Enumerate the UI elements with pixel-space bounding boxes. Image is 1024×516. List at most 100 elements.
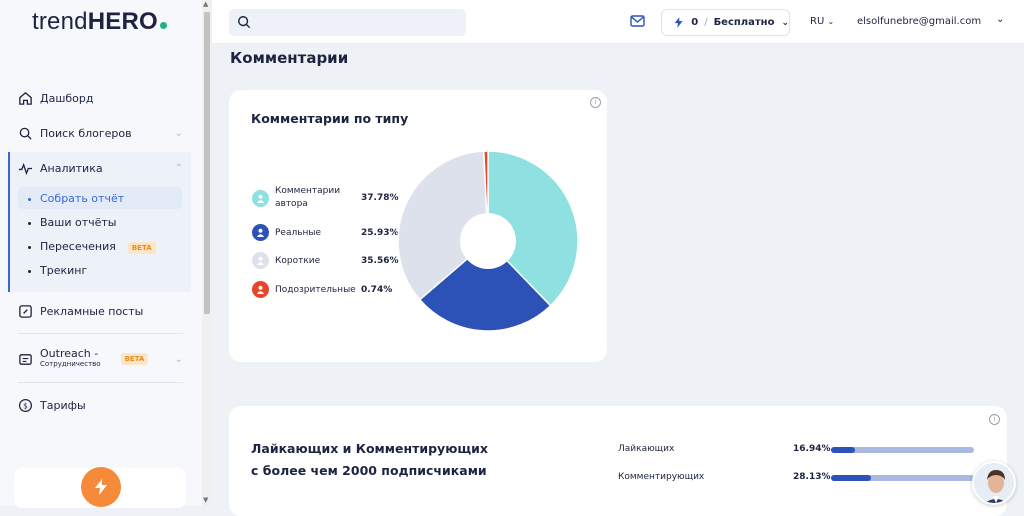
search-input[interactable] — [229, 9, 466, 36]
user-icon — [252, 281, 269, 298]
plan-name: Бесплатно — [713, 17, 775, 28]
subitem-label: Пересечения — [40, 240, 116, 253]
bullet — [28, 245, 31, 249]
legend-item-author: Комментарии автора 37.78% — [252, 185, 399, 211]
legend-item-suspicious: Подозрительные 0.74% — [252, 281, 392, 298]
progress-bar — [831, 447, 974, 453]
scroll-up-arrow[interactable]: ▲ — [203, 0, 209, 8]
slice-author[interactable] — [487, 150, 579, 307]
legend-item-real: Реальные 25.93% — [252, 224, 399, 241]
svg-text:$: $ — [23, 401, 28, 410]
home-icon — [19, 92, 32, 105]
sidebar-item-blogger-search[interactable]: Поиск блогеров ⌄ — [18, 126, 183, 141]
sidebar-subitem-build-report[interactable]: Собрать отчёт — [18, 187, 182, 209]
lightning-icon — [674, 17, 683, 28]
beta-badge: BETA — [120, 353, 149, 365]
legend-value: 0.74% — [361, 284, 393, 295]
likers-row: Лайкающих 16.94% — [618, 444, 974, 454]
sidebar-item-label: Outreach - — [40, 347, 99, 360]
sidebar-item-analytics[interactable]: Аналитика ⌃ — [18, 161, 183, 176]
document-icon — [19, 353, 32, 365]
sidebar-item-dashboard[interactable]: Дашборд — [18, 91, 183, 106]
legend-item-short: Короткие 35.56% — [252, 252, 399, 269]
sidebar-divider — [18, 333, 183, 334]
sidebar-item-sublabel: Сотрудничество — [40, 360, 101, 368]
user-icon — [252, 189, 269, 207]
legend-label: Короткие — [275, 255, 321, 266]
slice-real[interactable] — [418, 239, 552, 332]
subitem-label: Собрать отчёт — [40, 192, 125, 205]
plan-separator: / — [704, 17, 708, 28]
subitem-label: Ваши отчёты — [40, 216, 117, 229]
sidebar-subitem-your-reports[interactable]: Ваши отчёты — [28, 216, 117, 229]
donut-hole — [460, 213, 516, 269]
progress-fill — [831, 447, 856, 453]
logo-dot — [159, 22, 167, 29]
title-line: с более чем 2000 подписчиками — [251, 463, 487, 478]
subitem-label: Трекинг — [40, 264, 88, 277]
plan-count: 0 — [691, 17, 699, 28]
chevron-down-icon: ⌄ — [174, 128, 183, 139]
row-value: 16.94% — [793, 444, 831, 454]
legend-value: 25.93% — [361, 227, 399, 238]
legend-value: 35.56% — [361, 255, 399, 266]
chevron-down-icon: ⌄ — [827, 17, 835, 26]
slice-short[interactable] — [397, 150, 489, 301]
sidebar-item-label: Тарифы — [40, 399, 86, 412]
upgrade-button[interactable] — [81, 467, 121, 507]
sidebar-item-label: Поиск блогеров — [40, 127, 132, 140]
scrollbar-thumb[interactable] — [204, 12, 210, 314]
bullet — [28, 221, 31, 225]
commenters-row: Комментирующих 28.13% — [618, 472, 974, 482]
sidebar-item-outreach[interactable]: Outreach - Сотрудничество BETA ⌄ — [18, 348, 183, 370]
chevron-down-icon: ⌄ — [174, 353, 183, 365]
bullet — [28, 197, 31, 201]
sidebar-subitem-intersections[interactable]: Пересечения BETA — [28, 240, 156, 254]
user-icon — [252, 224, 269, 241]
page-title: Комментарии — [230, 49, 349, 67]
account-email[interactable]: elsolfunebre@gmail.com — [857, 16, 982, 27]
language-selector[interactable]: RU ⌄ — [810, 16, 834, 27]
plan-selector[interactable]: 0 / Бесплатно ⌄ — [661, 9, 790, 36]
edit-square-icon — [19, 305, 32, 318]
pulse-icon — [18, 162, 33, 176]
search-icon — [19, 127, 32, 140]
sidebar-subitem-tracking[interactable]: Трекинг — [28, 264, 87, 277]
analytics-section — [8, 152, 191, 292]
sidebar-item-label: Рекламные посты — [40, 305, 144, 318]
mail-icon[interactable] — [630, 15, 645, 27]
search-icon — [238, 16, 251, 29]
user-icon — [252, 252, 269, 269]
info-icon[interactable]: i — [989, 414, 1000, 425]
trendhero-logo[interactable]: trendHERO — [32, 8, 167, 36]
support-avatar[interactable] — [972, 461, 1016, 505]
sidebar-item-label: Аналитика — [40, 162, 103, 175]
legend-label: Реальные — [275, 227, 322, 238]
lightning-icon — [95, 479, 107, 495]
followers-card — [229, 406, 1007, 516]
chevron-down-icon[interactable]: ⌄ — [996, 14, 1005, 25]
chevron-up-icon: ⌃ — [174, 163, 183, 174]
legend-label: Подозрительные — [275, 284, 356, 295]
info-icon[interactable]: i — [590, 97, 601, 108]
row-label: Лайкающих — [618, 444, 675, 454]
dollar-icon: $ — [18, 398, 33, 413]
outreach-labels: Outreach - Сотрудничество — [40, 348, 101, 370]
row-label: Комментирующих — [618, 472, 705, 482]
card-title: Лайкающих и Комментирующих с более чем 2… — [251, 438, 488, 482]
sidebar-item-ad-posts[interactable]: Рекламные посты — [18, 304, 183, 319]
lang-label: RU — [810, 16, 825, 27]
person-icon — [974, 463, 1014, 503]
legend-value: 37.78% — [361, 193, 399, 203]
card-title: Комментарии по типу — [251, 111, 409, 126]
sidebar-item-tariffs[interactable]: $ Тарифы — [18, 398, 183, 413]
title-line: Лайкающих и Комментирующих — [251, 441, 488, 456]
beta-badge: BETA — [127, 242, 156, 254]
chevron-down-icon: ⌄ — [781, 17, 789, 28]
bullet — [28, 269, 31, 273]
legend-label: Комментарии автора — [275, 186, 341, 209]
row-value: 28.13% — [793, 472, 831, 482]
comments-donut-chart — [397, 150, 579, 332]
progress-fill — [831, 475, 872, 481]
scroll-down-arrow[interactable]: ▼ — [203, 496, 209, 504]
